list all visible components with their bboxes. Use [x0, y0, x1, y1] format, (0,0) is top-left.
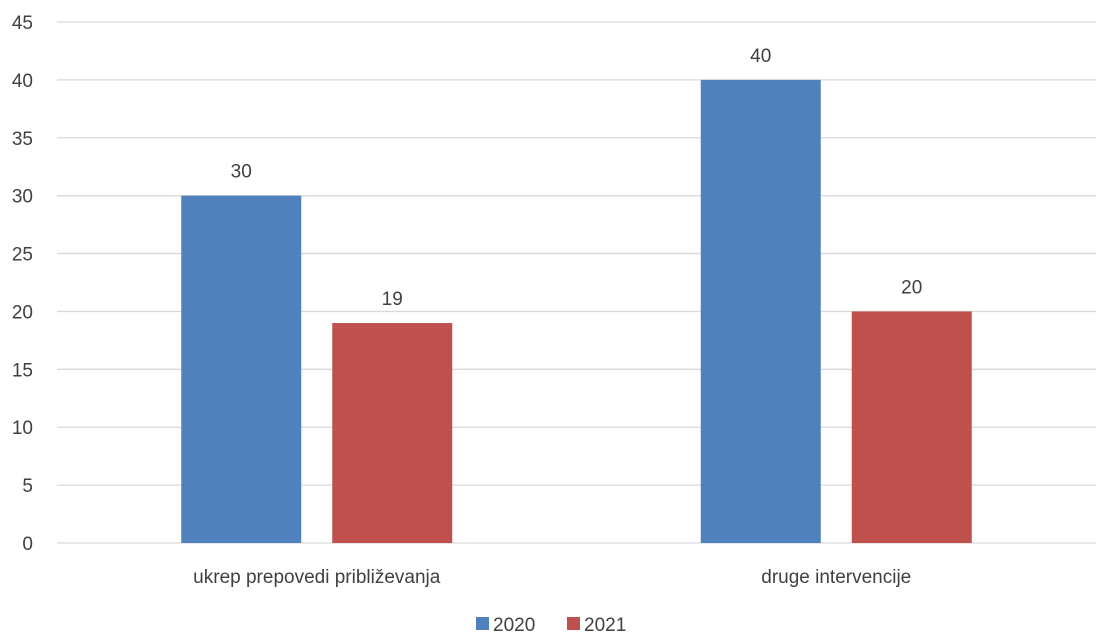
y-tick-label: 15 — [12, 360, 33, 381]
y-tick-label: 35 — [12, 129, 33, 150]
x-category-label: ukrep prepovedi približevanja — [193, 567, 441, 588]
data-label: 30 — [231, 162, 252, 183]
data-label: 40 — [750, 46, 771, 67]
legend-swatch — [476, 617, 489, 630]
y-tick-label: 25 — [12, 245, 33, 266]
bar-2020-1 — [700, 79, 821, 543]
y-tick-label: 20 — [12, 302, 33, 323]
y-axis-ticks: 0 5 10 15 20 25 30 35 40 45 — [12, 13, 33, 555]
legend: 2020 2021 — [476, 615, 626, 636]
legend-label: 2020 — [493, 615, 535, 636]
data-label: 19 — [382, 289, 403, 310]
data-labels: 30 19 40 20 — [231, 46, 923, 310]
y-tick-label: 5 — [22, 476, 33, 497]
legend-item-2020: 2020 — [476, 615, 535, 636]
y-tick-label: 45 — [12, 13, 33, 34]
bar-2021-0 — [332, 323, 453, 543]
data-label: 20 — [901, 277, 922, 298]
bar-2021-1 — [851, 311, 972, 543]
legend-label: 2021 — [584, 615, 626, 636]
legend-swatch — [567, 617, 580, 630]
bars — [181, 79, 972, 543]
legend-item-2021: 2021 — [567, 615, 626, 636]
y-tick-label: 10 — [12, 418, 33, 439]
y-tick-label: 30 — [12, 187, 33, 208]
y-tick-label: 40 — [12, 71, 33, 92]
x-category-label: druge intervencije — [761, 567, 911, 588]
bar-2020-0 — [181, 195, 302, 543]
x-axis-categories: ukrep prepovedi približevanja druge inter… — [193, 567, 911, 588]
y-tick-label: 0 — [22, 534, 33, 555]
